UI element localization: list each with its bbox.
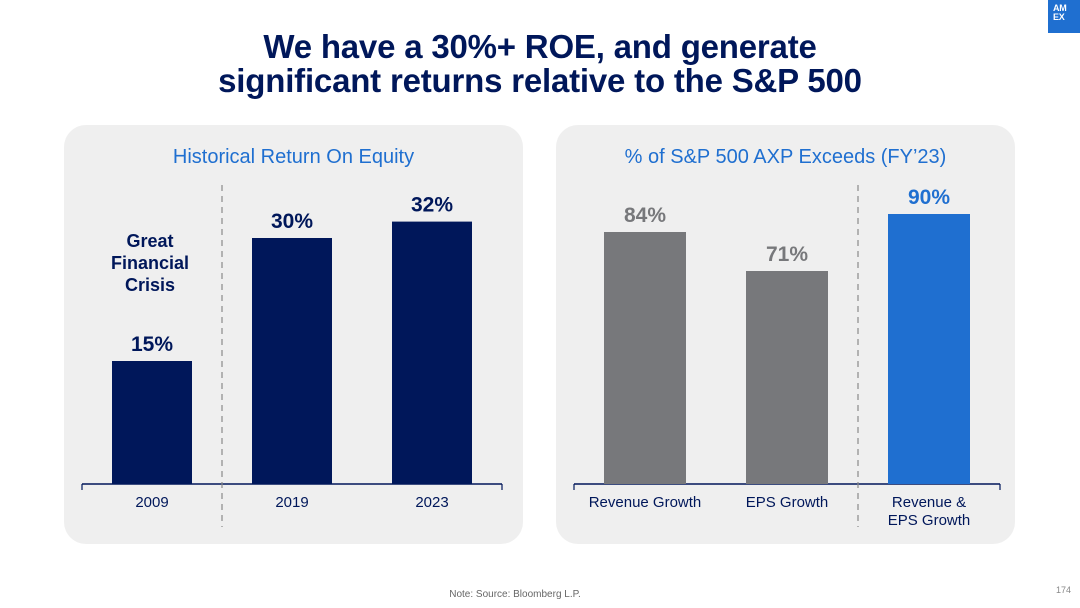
sp500-chart-title: % of S&P 500 AXP Exceeds (FY’23) [624, 146, 947, 168]
roe-bar-2 [252, 238, 332, 484]
roe-category-label-2: 2019 [275, 494, 308, 511]
slide-title: We have a 30%+ ROE, and generate signifi… [0, 30, 1080, 98]
roe-value-label-3: 32% [411, 194, 453, 217]
roe-value-label-2: 30% [271, 210, 313, 233]
title-line-2: significant returns relative to the S&P … [218, 62, 862, 99]
amex-logo: AM EX [1048, 0, 1080, 33]
roe-chart-panel: Historical Return On Equity 15% 2009 30% 20… [64, 125, 523, 544]
roe-bar-1 [112, 361, 192, 484]
sp500-value-label-1: 84% [624, 204, 666, 227]
sp500-value-label-2: 71% [766, 243, 808, 266]
sp500-bar-3 [888, 214, 970, 484]
sp500-bar-1 [604, 232, 686, 484]
logo-text-bottom: EX [1053, 12, 1065, 22]
page-number: 174 [1055, 585, 1071, 595]
roe-category-label-1: 2009 [135, 494, 168, 511]
sp500-category-label-1: Revenue Growth [589, 494, 702, 511]
roe-value-label-1: 15% [131, 333, 173, 356]
sp500-chart-panel: % of S&P 500 AXP Exceeds (FY’23) 84% Reve… [556, 125, 1015, 544]
sp500-value-label-3: 90% [908, 186, 950, 209]
sp500-category-label-3: Revenue & [892, 494, 966, 511]
logo-text-top: AM [1053, 3, 1067, 13]
footnote: Note: Source: Bloomberg L.P. [449, 589, 581, 600]
roe-annotation-line-3: Crisis [125, 275, 175, 295]
roe-annotation-line-2: Financial [111, 253, 189, 273]
roe-bar-chart: 15% 2009 30% 2019 32% 2023 GreatFinancialCrisi… [81, 185, 503, 527]
roe-annotation-line-1: Great [126, 231, 173, 251]
sp500-bar-2 [746, 271, 828, 484]
sp500-category-label-3: EPS Growth [888, 512, 971, 529]
roe-category-label-3: 2023 [415, 494, 448, 511]
sp500-bar-chart: 84% Revenue Growth 71% EPS Growth 90% Revenue… [573, 185, 1001, 529]
title-line-1: We have a 30%+ ROE, and generate [263, 28, 817, 65]
roe-bar-3 [392, 221, 472, 484]
roe-chart-title: Historical Return On Equity [172, 146, 415, 168]
sp500-category-label-2: EPS Growth [746, 494, 829, 511]
